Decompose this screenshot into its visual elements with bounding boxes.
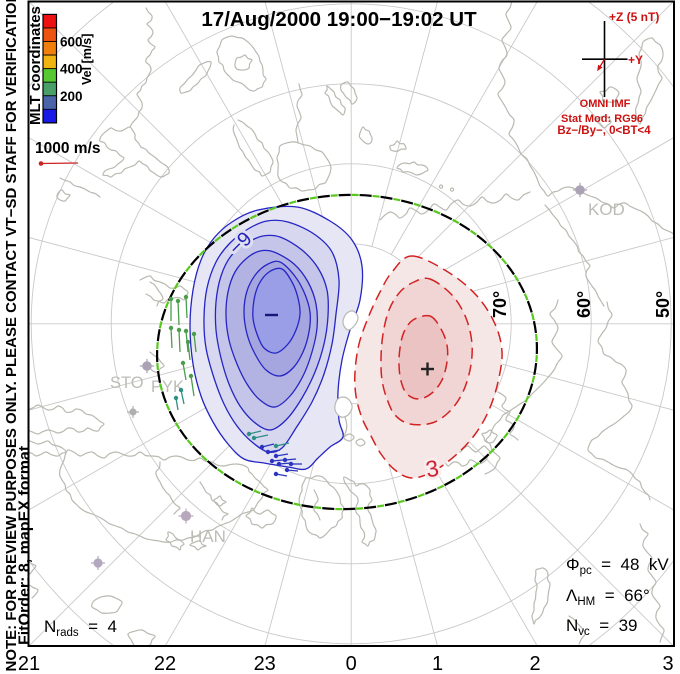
svg-text:PYK: PYK (151, 378, 184, 396)
svg-text:600: 600 (60, 35, 83, 50)
svg-text:23: 23 (254, 653, 276, 674)
svg-text:0: 0 (346, 653, 357, 674)
svg-text:+Z (5 nT): +Z (5 nT) (609, 10, 659, 24)
svg-text:STO: STO (110, 374, 144, 392)
svg-text:21: 21 (18, 653, 40, 674)
svg-text:KOD: KOD (588, 200, 625, 219)
svg-text:Φpc = 48 kV: Φpc = 48 kV (566, 555, 669, 577)
svg-text:200: 200 (60, 89, 83, 104)
svg-text:2: 2 (529, 653, 540, 674)
svg-text:22: 22 (154, 653, 176, 674)
svg-text:Stat Mod: RG96: Stat Mod: RG96 (561, 113, 643, 125)
svg-text:HAN: HAN (190, 527, 226, 546)
svg-text:60°: 60° (574, 291, 594, 318)
svg-text:Bz−/By−, 0<BT<4: Bz−/By−, 0<BT<4 (557, 125, 651, 137)
svg-text:3: 3 (662, 653, 673, 674)
svg-text:1: 1 (432, 653, 443, 674)
svg-text:FitOrder: 8, mapEX format: FitOrder: 8, mapEX format (17, 445, 34, 645)
svg-text:NOTE: FOR PREVIEW PURPOSES ONL: NOTE: FOR PREVIEW PURPOSES ONLY. PLEASE … (3, 0, 20, 672)
svg-text:Nvc = 39: Nvc = 39 (566, 616, 638, 638)
svg-text:Nrads = 4: Nrads = 4 (44, 617, 117, 639)
svg-text:MLT coordinates: MLT coordinates (27, 6, 44, 125)
svg-text:Vel [m/s]: Vel [m/s] (80, 34, 94, 85)
svg-text:1000 m/s: 1000 m/s (35, 140, 101, 157)
svg-text:+Y: +Y (628, 53, 643, 67)
svg-text:17/Aug/2000 19:00−19:02 UT: 17/Aug/2000 19:00−19:02 UT (201, 8, 477, 31)
svg-text:50°: 50° (653, 291, 673, 318)
svg-text:OMNI IMF: OMNI IMF (580, 98, 631, 110)
svg-text:400: 400 (60, 62, 83, 77)
svg-text:70°: 70° (490, 291, 510, 318)
